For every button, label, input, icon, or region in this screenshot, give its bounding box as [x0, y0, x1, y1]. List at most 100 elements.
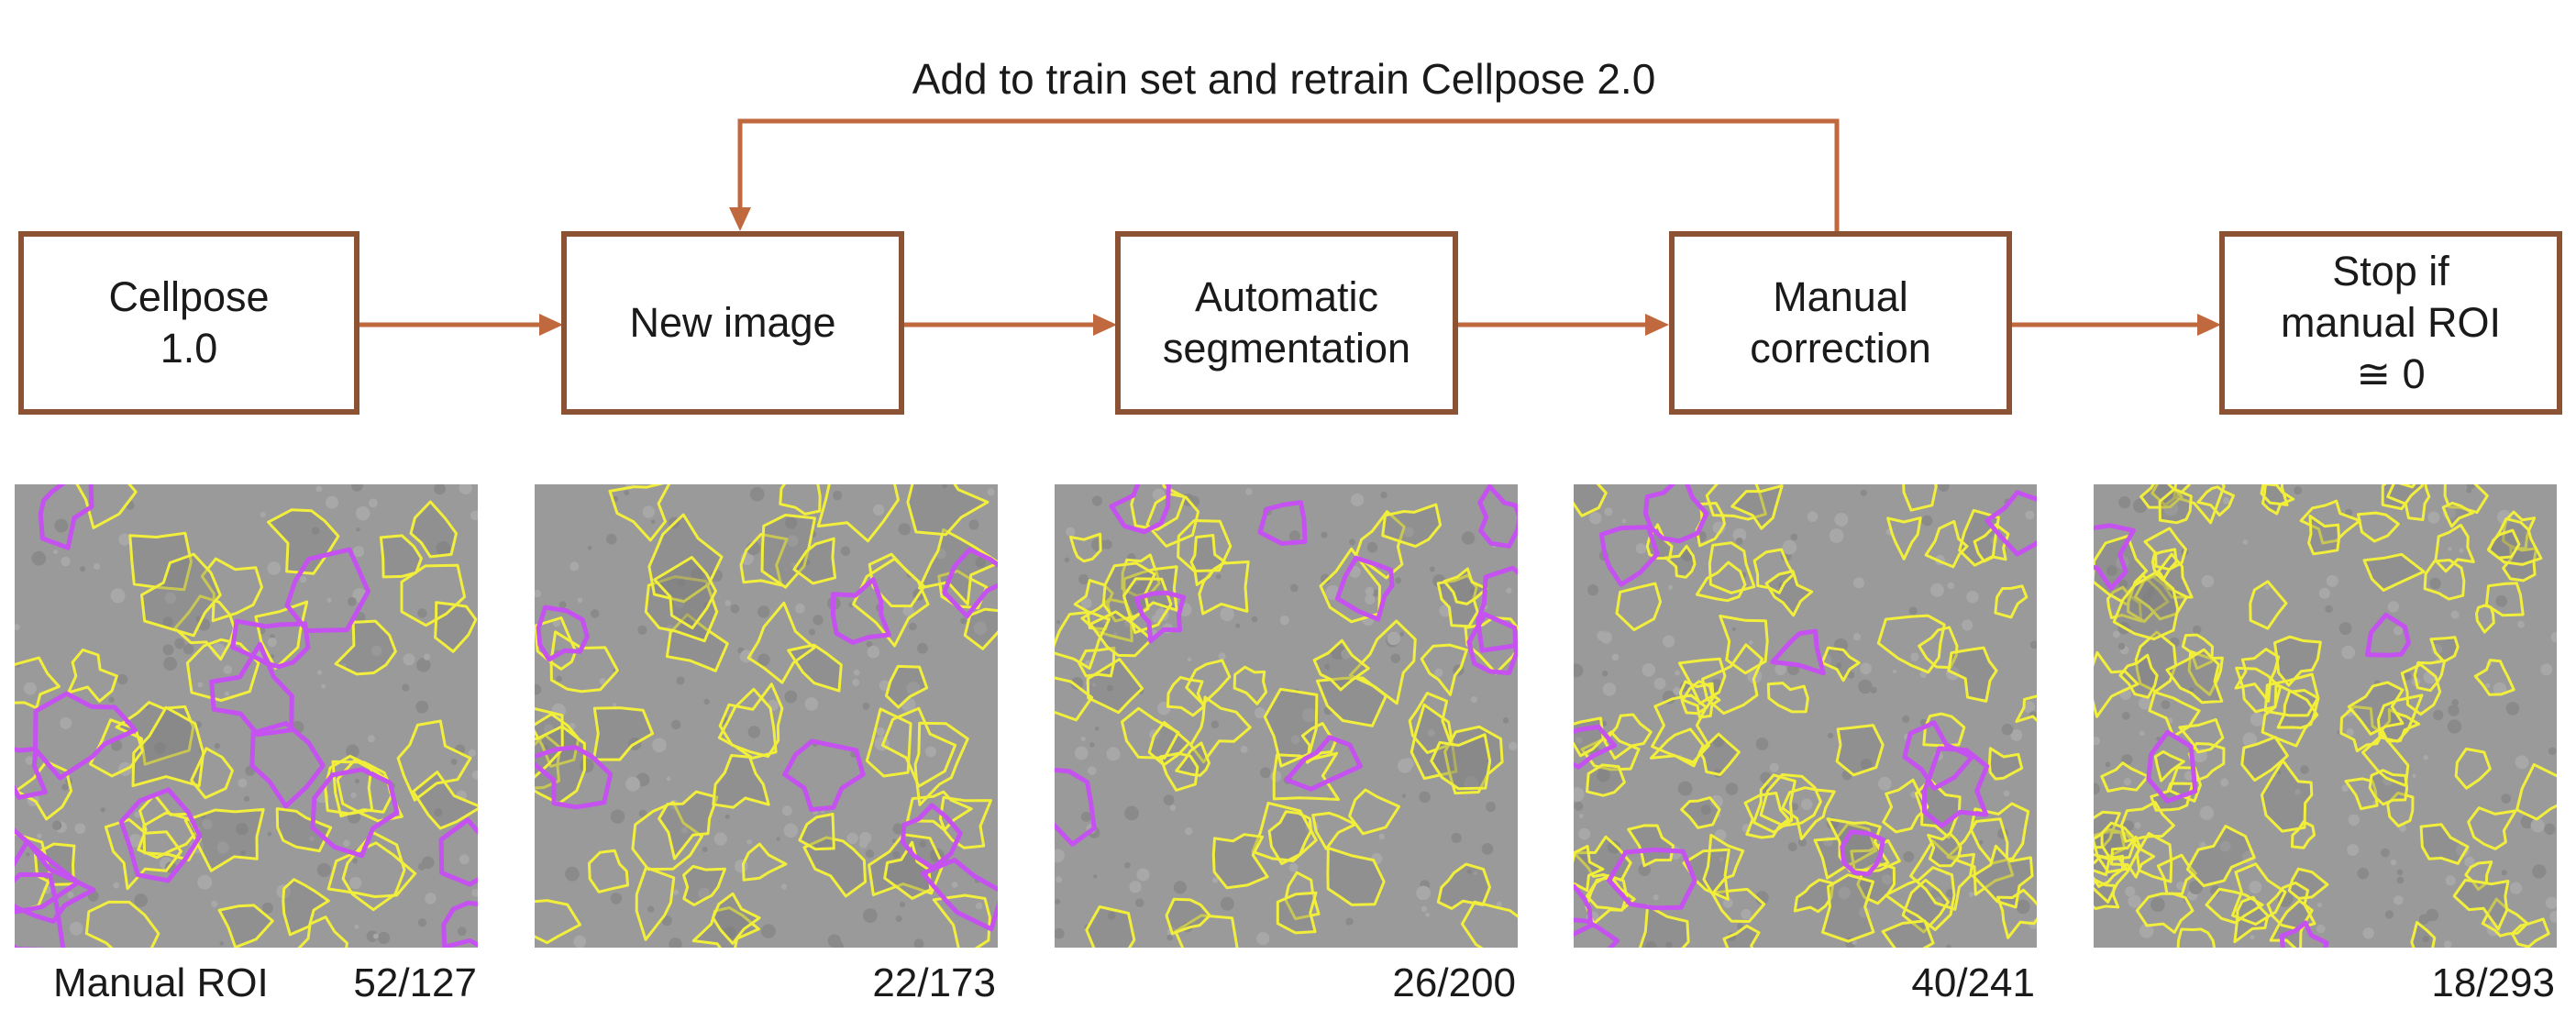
- manual-roi-outline: [1133, 590, 1187, 644]
- auto-cell-outline: [2156, 853, 2197, 895]
- auto-cell-outline: [918, 527, 998, 605]
- manual-roi-outline: [118, 787, 203, 883]
- retrain-loop-arrow: [737, 118, 1840, 233]
- auto-cell-outline: [2234, 648, 2281, 703]
- auto-cell-outline: [2467, 806, 2517, 850]
- auto-cell-outline: [1664, 544, 1697, 579]
- auto-cell-outline: [717, 687, 778, 760]
- cell-outlines: [1574, 484, 2037, 948]
- auto-cell-outline: [718, 683, 784, 758]
- auto-cell-outline: [1719, 615, 1769, 675]
- auto-cell-outline: [1680, 796, 1721, 829]
- auto-cell-outline: [128, 531, 193, 592]
- auto-cell-outline: [535, 707, 564, 779]
- auto-cell-outline: [1436, 862, 1491, 910]
- auto-cell-outline: [2118, 653, 2159, 699]
- auto-cell-outline: [1158, 751, 1200, 792]
- auto-cell-outline: [1881, 919, 1935, 948]
- auto-cell-outline: [2400, 662, 2442, 716]
- auto-cell-outline: [2386, 484, 2431, 521]
- auto-cell-outline: [2515, 763, 2557, 821]
- step-manual-correction: Manual correction: [1669, 231, 2012, 415]
- auto-cell-outline: [190, 747, 234, 800]
- manual-roi-outline: [1574, 917, 1620, 948]
- auto-cell-outline: [1580, 730, 1641, 771]
- auto-cell-outline: [746, 601, 816, 684]
- auto-cell-outline: [742, 842, 788, 882]
- auto-cell-outline: [885, 664, 929, 709]
- auto-cell-outline: [2441, 501, 2474, 528]
- manual-roi-outline: [438, 817, 478, 887]
- auto-cell-outline: [84, 900, 160, 948]
- auto-cell-outline: [691, 906, 760, 948]
- auto-cell-outline: [2368, 769, 2409, 806]
- auto-cell-outline: [588, 849, 629, 893]
- auto-cell-outline: [1251, 801, 1318, 862]
- auto-cell-outline: [906, 790, 973, 832]
- auto-cell-outline: [2158, 487, 2193, 525]
- auto-cell-outline: [2410, 921, 2437, 948]
- auto-cell-outline: [2094, 853, 2130, 904]
- auto-cell-outline: [665, 613, 729, 672]
- auto-cell-outline: [2181, 633, 2214, 671]
- auto-cell-outline: [631, 801, 703, 871]
- manual-roi-outline: [2279, 920, 2329, 948]
- auto-cell-outline: [2484, 582, 2525, 617]
- auto-cell-outline: [635, 866, 676, 941]
- auto-cell-outline: [1354, 510, 1406, 580]
- auto-cell-outline: [1460, 900, 1518, 948]
- auto-cell-outline: [2361, 733, 2410, 787]
- auto-cell-outline: [1701, 643, 1764, 716]
- auto-cell-outline: [1927, 831, 1962, 868]
- auto-cell-outline: [396, 719, 472, 802]
- manual-roi-outline: [15, 827, 81, 915]
- auto-cell-outline: [334, 619, 397, 676]
- cell-outlines: [1055, 484, 1518, 948]
- manual-roi-outline: [284, 547, 371, 633]
- auto-cell-outline: [1759, 773, 1822, 827]
- auto-cell-outline: [865, 707, 912, 778]
- auto-cell-outline: [1272, 751, 1340, 801]
- auto-cell-outline: [938, 795, 992, 849]
- auto-cell-outline: [434, 601, 478, 653]
- auto-cell-outline: [2260, 484, 2289, 506]
- manual-roi-outline: [310, 767, 400, 859]
- arrow-cellpose-to-new-image-head: [539, 314, 563, 336]
- auto-cell-outline: [1973, 523, 2010, 563]
- auto-cell-outline: [1649, 727, 1705, 768]
- manual-roi-outline: [209, 641, 294, 738]
- auto-cell-outline: [2143, 527, 2187, 572]
- auto-cell-outline: [1813, 822, 1878, 880]
- auto-cell-outline: [1410, 703, 1458, 781]
- auto-cell-outline: [549, 630, 619, 694]
- manual-roi-outline: [1334, 555, 1395, 622]
- auto-cell-outline: [1055, 610, 1111, 671]
- auto-cell-outline: [1165, 897, 1211, 936]
- manual-roi-outline: [15, 871, 66, 948]
- auto-cell-outline: [2185, 825, 2256, 888]
- cell-outlines: [15, 484, 478, 948]
- roi-count-2: 22/173: [872, 960, 996, 1005]
- auto-cell-outline: [2386, 791, 2415, 827]
- auto-cell-outline: [1122, 577, 1173, 635]
- auto-cell-outline: [1615, 582, 1663, 632]
- auto-cell-outline: [535, 616, 578, 671]
- manual-roi-outline: [1607, 847, 1697, 911]
- auto-cell-outline: [2377, 694, 2424, 743]
- roi-count-5: 18/293: [2431, 960, 2555, 1005]
- auto-cell-outline: [217, 904, 274, 948]
- manual-roi-outline: [230, 618, 311, 670]
- auto-cell-outline: [880, 706, 957, 788]
- manual-roi-outline: [942, 547, 998, 619]
- auto-cell-outline: [1821, 873, 1875, 943]
- segmentation-image-3: [1055, 484, 1518, 948]
- auto-cell-outline: [115, 701, 195, 766]
- auto-cell-outline: [282, 878, 330, 937]
- auto-cell-outline: [1994, 584, 2029, 619]
- auto-cell-outline: [592, 706, 655, 761]
- auto-cell-outline: [1381, 503, 1443, 549]
- auto-cell-outline: [2260, 759, 2314, 833]
- auto-cell-outline: [1086, 658, 1144, 715]
- auto-cell-outline: [2481, 897, 2529, 938]
